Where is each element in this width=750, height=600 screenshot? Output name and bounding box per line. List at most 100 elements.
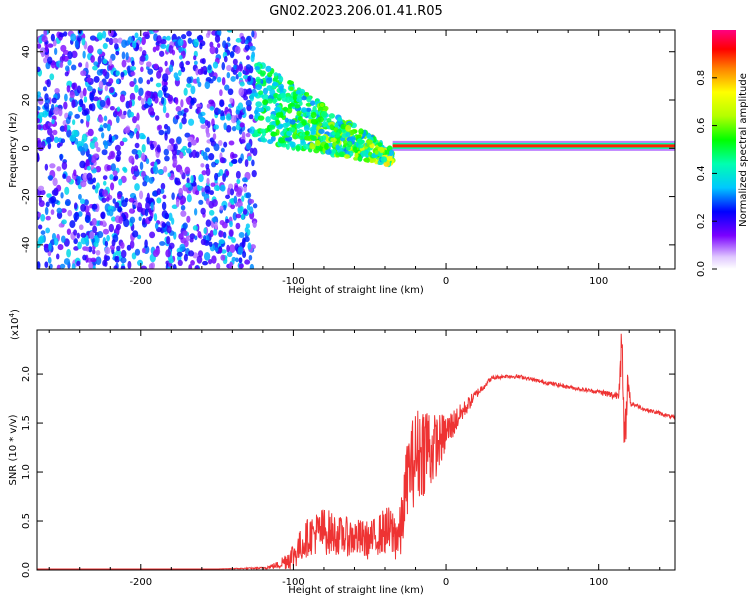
colorbar: 0.0 0.2 0.4 0.6 0.8 Normalized spectral ampl… bbox=[696, 30, 749, 277]
spectral-blob bbox=[275, 112, 283, 118]
spectral-blob bbox=[155, 44, 160, 51]
spectral-blob bbox=[305, 107, 312, 113]
spectral-blob bbox=[185, 96, 192, 104]
spectral-blob bbox=[102, 42, 108, 50]
spectral-blob bbox=[55, 253, 60, 260]
spectral-blob bbox=[208, 79, 214, 84]
spectral-blob bbox=[366, 133, 372, 139]
spectral-blob bbox=[139, 190, 144, 200]
spectral-blob bbox=[337, 116, 343, 122]
spectral-blob bbox=[255, 101, 263, 108]
spectral-blob bbox=[142, 31, 149, 38]
spectral-blob bbox=[42, 123, 49, 131]
spectral-blob bbox=[115, 249, 122, 256]
spectral-blob bbox=[190, 175, 194, 184]
spectral-blob bbox=[208, 153, 215, 161]
spectral-blob bbox=[139, 55, 146, 62]
spectral-blob bbox=[172, 263, 177, 269]
y-tick-label: 0.0 bbox=[21, 562, 32, 578]
spectral-blob bbox=[102, 58, 108, 65]
spectral-blob bbox=[60, 235, 66, 243]
spectral-blob bbox=[322, 120, 327, 128]
spectral-blob bbox=[330, 137, 337, 143]
spectral-blob bbox=[85, 158, 90, 167]
spectral-blob bbox=[286, 130, 293, 137]
spectral-blob bbox=[207, 259, 213, 265]
spectral-blob bbox=[205, 219, 212, 227]
spectral-blob bbox=[237, 246, 244, 256]
spectral-blob bbox=[116, 150, 122, 156]
spectral-blob bbox=[152, 165, 157, 172]
spectral-blob bbox=[74, 40, 80, 49]
y-tick-label: 40 bbox=[21, 45, 32, 58]
spectral-blob bbox=[274, 106, 281, 112]
spectral-blob bbox=[145, 158, 150, 165]
spectral-blob bbox=[103, 254, 108, 263]
spectral-blob bbox=[92, 88, 96, 94]
spectral-blob bbox=[70, 33, 77, 42]
y-tick-label: 0.5 bbox=[21, 513, 32, 529]
spectral-blob bbox=[117, 206, 122, 213]
spectral-blob bbox=[73, 246, 79, 251]
spectral-blob bbox=[155, 82, 162, 88]
spectral-blob bbox=[324, 143, 329, 150]
spectral-blob bbox=[229, 188, 235, 196]
spectral-blob bbox=[97, 55, 102, 65]
spectral-blob bbox=[92, 177, 97, 183]
spectral-blob bbox=[62, 55, 69, 62]
spectral-blob bbox=[221, 62, 226, 71]
spectral-blob bbox=[82, 50, 86, 59]
spectral-blob bbox=[184, 132, 191, 138]
spectral-blob bbox=[160, 39, 167, 45]
spectral-blob bbox=[239, 122, 245, 128]
spectral-blob bbox=[171, 192, 175, 200]
spectral-blob bbox=[137, 234, 142, 240]
x-tick-label: -200 bbox=[129, 276, 152, 287]
spectral-blob bbox=[168, 64, 174, 73]
spectral-blob bbox=[303, 124, 310, 132]
spectral-blob bbox=[79, 160, 86, 169]
x-tick-label: 100 bbox=[589, 577, 608, 588]
spectral-blob bbox=[214, 47, 219, 54]
spectral-blob bbox=[98, 127, 104, 132]
spectral-blob bbox=[175, 97, 179, 105]
spectral-blob bbox=[220, 147, 225, 153]
spectral-blob bbox=[152, 46, 157, 53]
spectral-blob bbox=[104, 240, 109, 247]
spectral-blob bbox=[90, 55, 95, 63]
spectral-blob bbox=[108, 37, 114, 46]
spectral-blob bbox=[64, 65, 70, 72]
spectral-blob bbox=[37, 97, 44, 105]
spectral-blob bbox=[42, 86, 48, 92]
spectral-blob bbox=[252, 147, 258, 157]
spectral-blob bbox=[128, 99, 133, 108]
spectral-blob bbox=[120, 113, 126, 120]
spectral-blob bbox=[212, 75, 217, 82]
spectral-blob bbox=[60, 192, 64, 199]
spectral-blob bbox=[188, 264, 193, 269]
spectral-blob bbox=[280, 143, 288, 148]
spectral-blob bbox=[50, 60, 56, 69]
spectral-blob bbox=[173, 143, 178, 151]
spectral-blob bbox=[69, 91, 75, 99]
spectral-blob bbox=[88, 246, 93, 253]
spectral-blob bbox=[227, 187, 231, 196]
spectral-blob bbox=[128, 155, 135, 164]
spectral-blob bbox=[193, 55, 197, 61]
spectral-blob bbox=[205, 167, 211, 177]
spectral-blob bbox=[37, 140, 42, 148]
spectral-blob bbox=[273, 72, 279, 77]
spectral-blob bbox=[195, 190, 200, 196]
spectral-blob bbox=[134, 142, 140, 149]
spectral-blob bbox=[90, 257, 97, 263]
spectral-blob bbox=[196, 76, 200, 84]
spectral-blob bbox=[76, 260, 81, 267]
spectral-blob bbox=[245, 88, 253, 95]
spectral-blob bbox=[226, 251, 233, 258]
spectral-blob bbox=[100, 211, 106, 220]
spectral-blob bbox=[123, 167, 128, 173]
spectral-blob bbox=[223, 141, 228, 148]
spectral-blob bbox=[45, 44, 49, 53]
spectral-blob bbox=[180, 99, 184, 108]
spectral-blob bbox=[99, 220, 103, 226]
